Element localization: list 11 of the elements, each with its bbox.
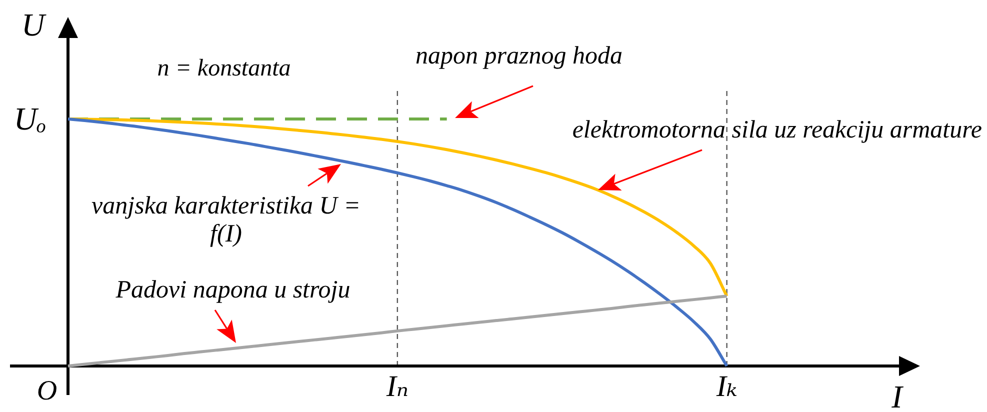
x-tick-label: Iₙ (385, 370, 408, 403)
text: n = konstanta (157, 55, 291, 82)
y-axis-title: U (21, 6, 46, 42)
x-tick-label: Iₖ (715, 370, 738, 403)
series-label: Padovi napona u stroju (114, 276, 350, 304)
text: Uₒ (14, 100, 46, 136)
series-label: napon praznog hoda (416, 42, 622, 70)
x-axis-title: I (890, 378, 904, 412)
text: O (36, 375, 58, 406)
series-label: elektromotorna sila uz reakciju armature (572, 116, 982, 144)
series-label: vanjska karakteristika U = f(I) (92, 192, 360, 248)
